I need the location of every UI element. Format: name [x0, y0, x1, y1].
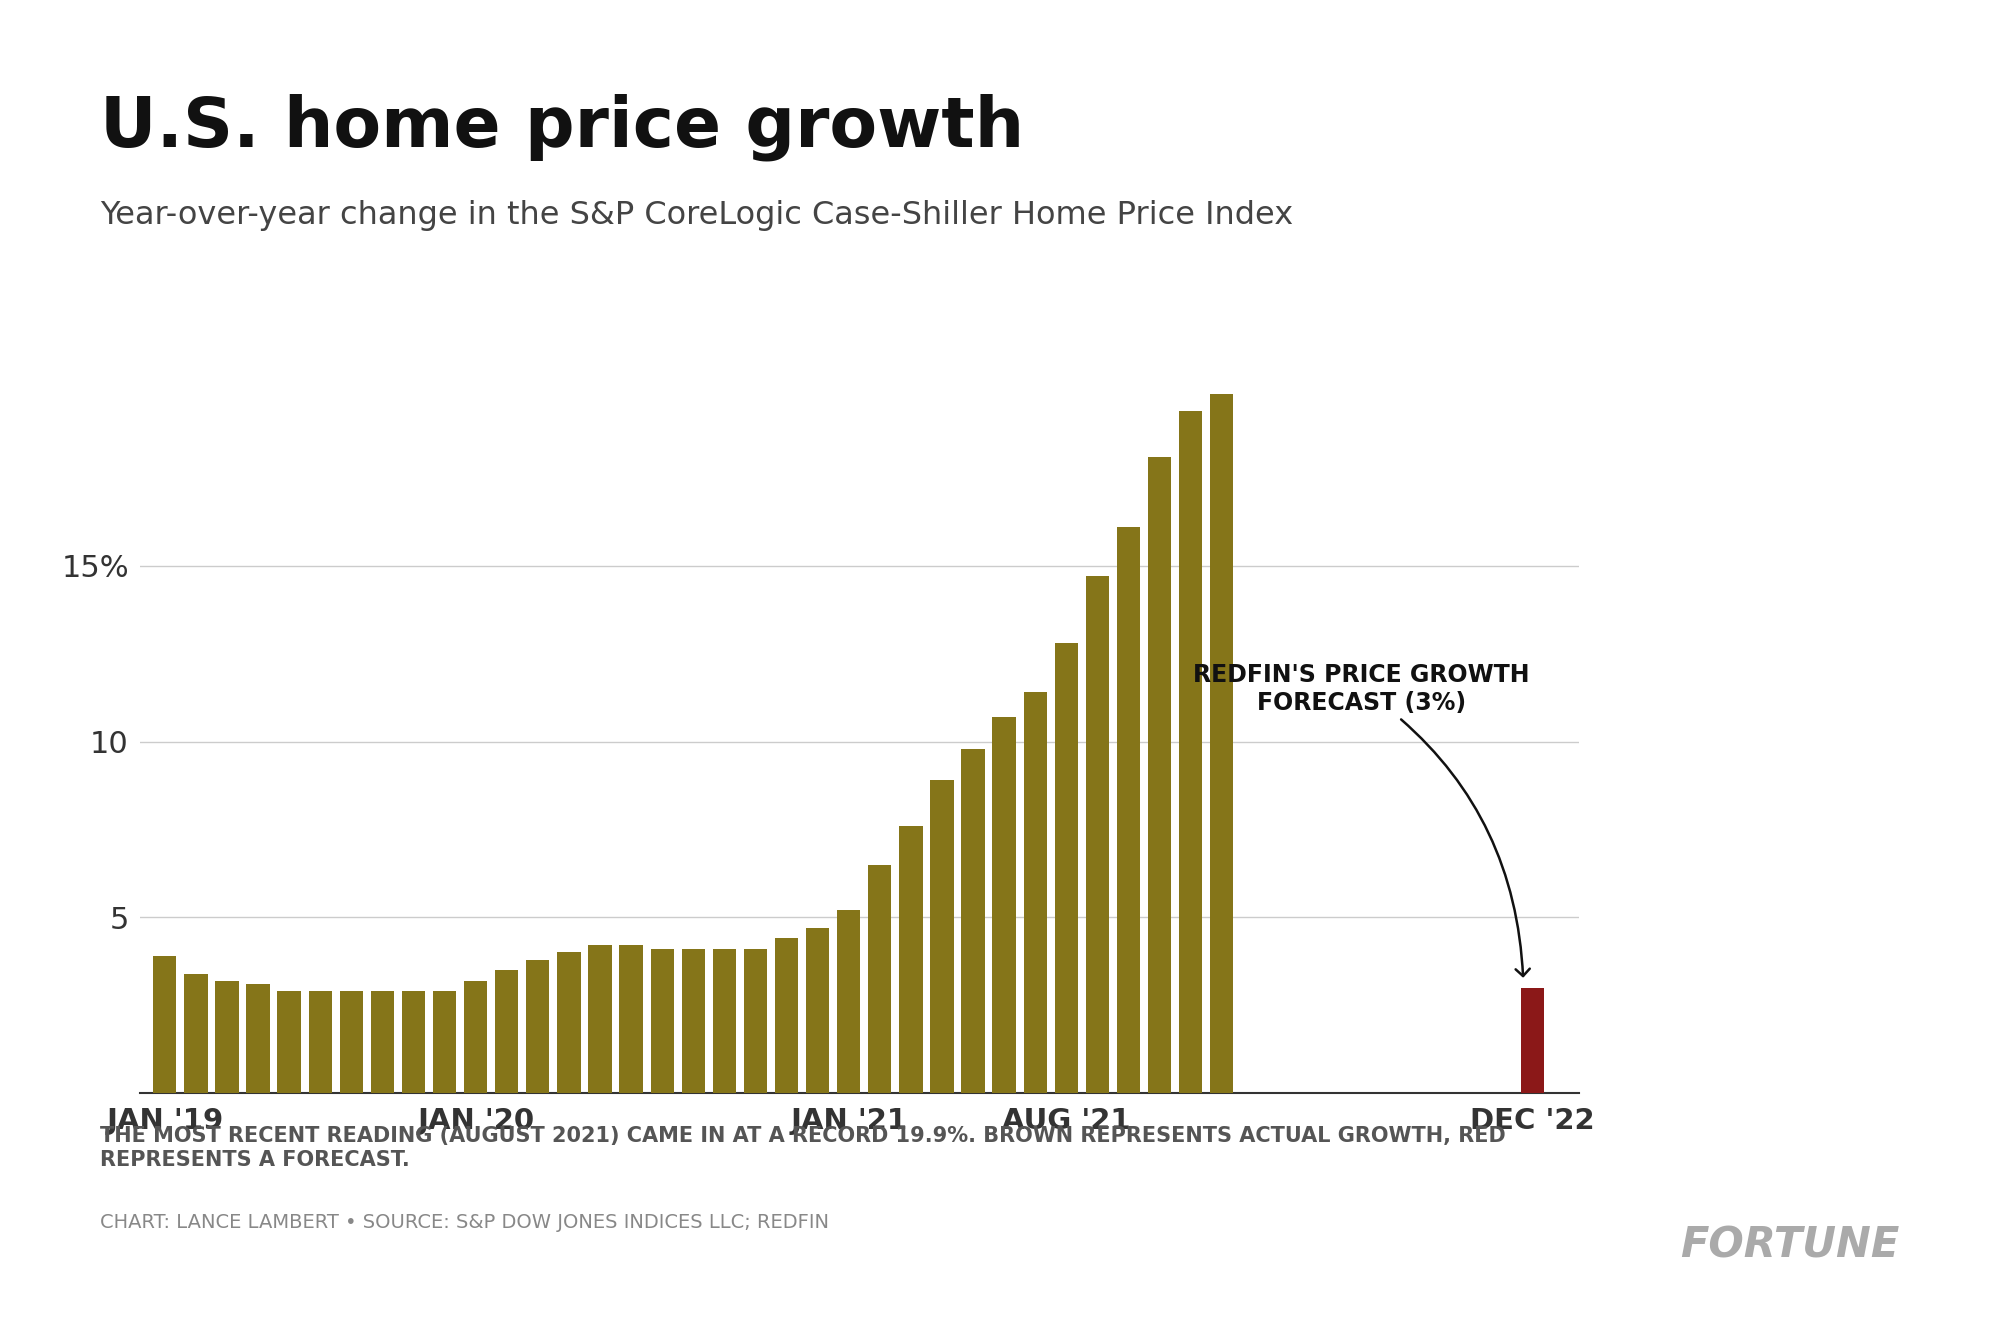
Bar: [308, 992, 332, 1093]
Bar: [525, 960, 549, 1093]
Bar: [1209, 393, 1233, 1093]
Bar: [464, 981, 488, 1093]
Bar: [1147, 457, 1171, 1093]
Bar: [867, 865, 891, 1093]
Bar: [713, 949, 735, 1093]
Bar: [587, 945, 611, 1093]
Bar: [899, 826, 921, 1093]
Bar: [619, 945, 643, 1093]
Bar: [837, 910, 859, 1093]
Bar: [557, 953, 579, 1093]
Bar: [184, 973, 208, 1093]
Bar: [681, 949, 705, 1093]
Bar: [1055, 644, 1077, 1093]
Text: REDFIN'S PRICE GROWTH
FORECAST (3%): REDFIN'S PRICE GROWTH FORECAST (3%): [1193, 663, 1528, 976]
Text: Year-over-year change in the S&P CoreLogic Case-Shiller Home Price Index: Year-over-year change in the S&P CoreLog…: [100, 200, 1293, 231]
Bar: [278, 992, 300, 1093]
Bar: [434, 992, 456, 1093]
Text: CHART: LANCE LAMBERT • SOURCE: S&P DOW JONES INDICES LLC; REDFIN: CHART: LANCE LAMBERT • SOURCE: S&P DOW J…: [100, 1213, 829, 1232]
Bar: [370, 992, 394, 1093]
Bar: [1023, 692, 1047, 1093]
Text: THE MOST RECENT READING (AUGUST 2021) CAME IN AT A RECORD 19.9%. BROWN REPRESENT: THE MOST RECENT READING (AUGUST 2021) CA…: [100, 1126, 1504, 1169]
Bar: [1085, 576, 1109, 1093]
Bar: [496, 970, 517, 1093]
Text: FORTUNE: FORTUNE: [1678, 1224, 1898, 1266]
Bar: [775, 938, 797, 1093]
Bar: [216, 981, 238, 1093]
Bar: [1179, 412, 1201, 1093]
Bar: [805, 928, 829, 1093]
Bar: [154, 956, 176, 1093]
Bar: [991, 717, 1015, 1093]
Bar: [929, 780, 953, 1093]
Bar: [402, 992, 426, 1093]
Bar: [649, 949, 673, 1093]
Text: U.S. home price growth: U.S. home price growth: [100, 93, 1023, 161]
Bar: [340, 992, 364, 1093]
Bar: [1520, 988, 1544, 1093]
Bar: [246, 984, 270, 1093]
Bar: [961, 749, 985, 1093]
Bar: [743, 949, 767, 1093]
Bar: [1117, 528, 1139, 1093]
